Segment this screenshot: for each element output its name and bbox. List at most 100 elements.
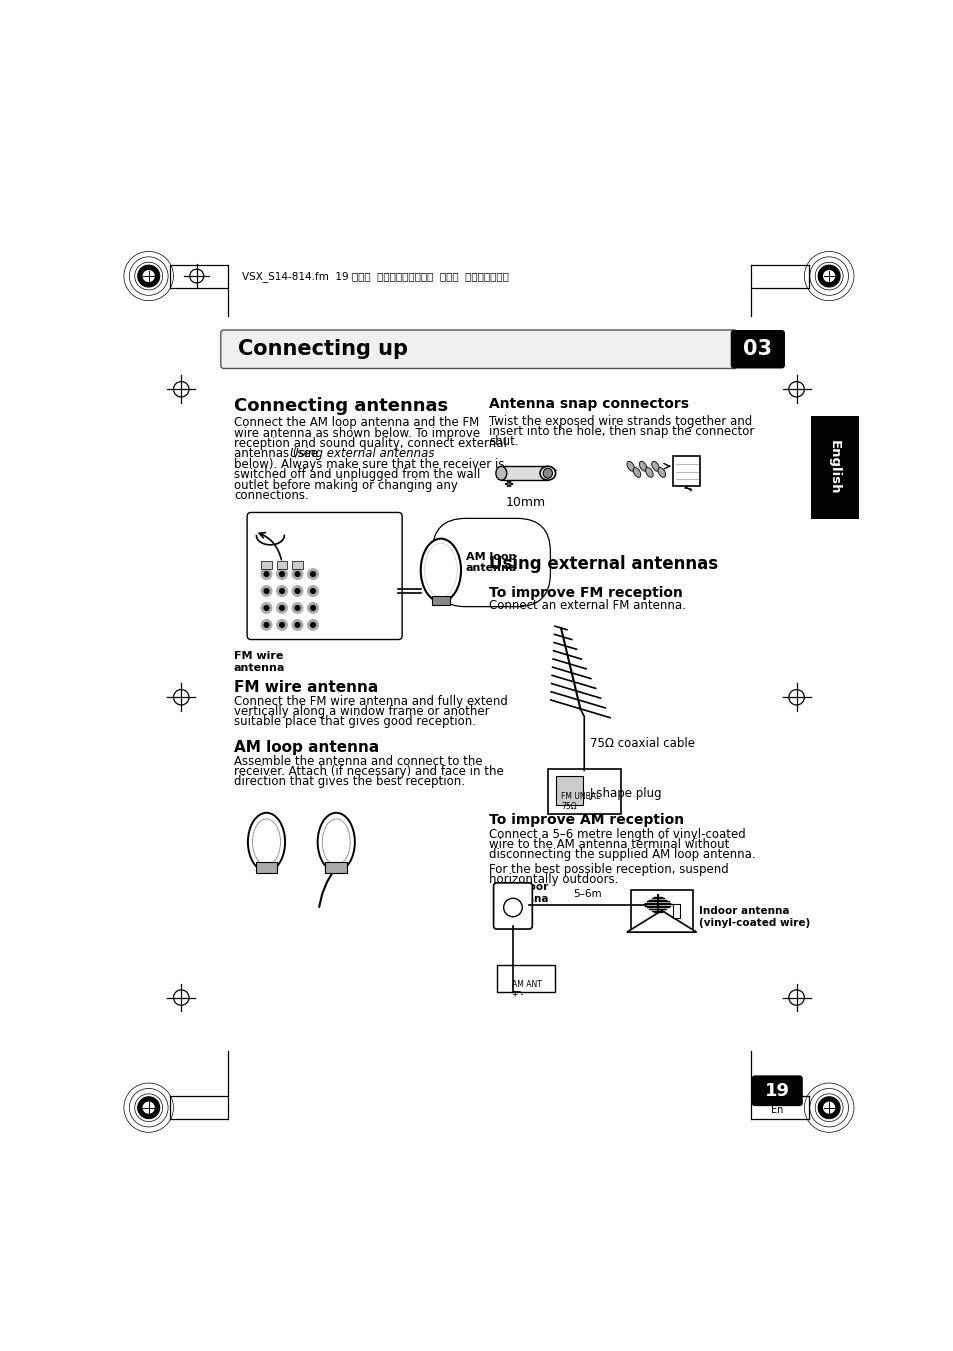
- Circle shape: [311, 623, 315, 627]
- Circle shape: [279, 589, 284, 593]
- Circle shape: [137, 265, 159, 286]
- Text: FM wire
antenna: FM wire antenna: [233, 651, 285, 673]
- Circle shape: [264, 571, 269, 577]
- Text: Connecting up: Connecting up: [237, 339, 407, 359]
- FancyBboxPatch shape: [547, 769, 620, 815]
- Circle shape: [292, 585, 303, 596]
- Circle shape: [264, 589, 269, 593]
- Text: suitable place that gives good reception.: suitable place that gives good reception…: [233, 715, 476, 728]
- Ellipse shape: [542, 469, 552, 478]
- Circle shape: [307, 603, 318, 613]
- Text: 75Ω coaxial cable: 75Ω coaxial cable: [589, 736, 694, 750]
- Ellipse shape: [424, 543, 456, 597]
- Bar: [673, 904, 679, 919]
- Text: AM loop antenna: AM loop antenna: [233, 739, 378, 755]
- Circle shape: [294, 589, 299, 593]
- Ellipse shape: [322, 819, 350, 865]
- FancyBboxPatch shape: [751, 1075, 802, 1106]
- Text: Connect the AM loop antenna and the FM: Connect the AM loop antenna and the FM: [233, 416, 478, 430]
- Circle shape: [292, 569, 303, 580]
- Text: J-shape plug: J-shape plug: [589, 788, 661, 800]
- Text: 03: 03: [742, 339, 772, 359]
- Text: wire to the AM antenna terminal without: wire to the AM antenna terminal without: [488, 838, 728, 851]
- Text: Indoor antenna
(vinyl-coated wire): Indoor antenna (vinyl-coated wire): [699, 907, 809, 928]
- Circle shape: [307, 585, 318, 596]
- Circle shape: [279, 605, 284, 611]
- Bar: [630, 890, 692, 932]
- Circle shape: [311, 589, 315, 593]
- Ellipse shape: [253, 819, 280, 865]
- Text: Assemble the antenna and connect to the: Assemble the antenna and connect to the: [233, 755, 482, 767]
- Bar: [325, 862, 347, 873]
- Circle shape: [503, 898, 521, 917]
- Circle shape: [294, 605, 299, 611]
- Text: 19: 19: [764, 1082, 789, 1100]
- Circle shape: [264, 623, 269, 627]
- Text: disconnecting the supplied AM loop antenna.: disconnecting the supplied AM loop anten…: [488, 848, 755, 861]
- Circle shape: [276, 620, 287, 631]
- Text: Twist the exposed wire strands together and: Twist the exposed wire strands together …: [488, 415, 751, 428]
- Circle shape: [143, 1102, 154, 1113]
- Text: FM wire antenna: FM wire antenna: [233, 680, 377, 694]
- Circle shape: [143, 270, 154, 281]
- Text: To improve FM reception: To improve FM reception: [488, 585, 682, 600]
- Circle shape: [307, 569, 318, 580]
- Circle shape: [279, 623, 284, 627]
- FancyBboxPatch shape: [730, 330, 784, 369]
- Text: antennas (see: antennas (see: [233, 447, 321, 461]
- FancyBboxPatch shape: [247, 512, 402, 639]
- Text: For the best possible reception, suspend: For the best possible reception, suspend: [488, 863, 728, 875]
- Bar: [255, 862, 277, 873]
- Text: To improve AM reception: To improve AM reception: [488, 813, 683, 827]
- Bar: [555, 775, 582, 805]
- FancyBboxPatch shape: [220, 330, 736, 369]
- Circle shape: [822, 270, 834, 281]
- Ellipse shape: [317, 813, 355, 871]
- Text: direction that gives the best reception.: direction that gives the best reception.: [233, 775, 464, 788]
- Text: shut.: shut.: [488, 435, 518, 447]
- Circle shape: [818, 265, 840, 286]
- Bar: [810, 416, 858, 519]
- Ellipse shape: [633, 467, 640, 477]
- Text: reception and sound quality, connect external: reception and sound quality, connect ext…: [233, 436, 506, 450]
- Text: connections.: connections.: [233, 489, 309, 503]
- Bar: [292, 561, 303, 569]
- Ellipse shape: [639, 461, 646, 471]
- Circle shape: [264, 605, 269, 611]
- Circle shape: [818, 1097, 840, 1119]
- Circle shape: [294, 571, 299, 577]
- Text: VSX_S14-814.fm  19 ページ  ２００４年３月２日  火曜日  午後８時３５分: VSX_S14-814.fm 19 ページ ２００４年３月２日 火曜日 午後８時…: [241, 270, 508, 281]
- Text: 5–6m: 5–6m: [573, 889, 601, 898]
- Ellipse shape: [248, 813, 285, 871]
- Text: wire antenna as shown below. To improve: wire antenna as shown below. To improve: [233, 427, 479, 439]
- Bar: [261, 561, 272, 569]
- Circle shape: [311, 605, 315, 611]
- Circle shape: [276, 603, 287, 613]
- Text: FM UNBAL
75Ω: FM UNBAL 75Ω: [560, 792, 599, 812]
- Ellipse shape: [626, 461, 634, 471]
- Text: Connect the FM wire antenna and fully extend: Connect the FM wire antenna and fully ex…: [233, 694, 507, 708]
- Text: Using external antennas: Using external antennas: [488, 555, 718, 573]
- Circle shape: [294, 623, 299, 627]
- Ellipse shape: [651, 461, 659, 471]
- Bar: [673, 457, 700, 485]
- Ellipse shape: [539, 466, 555, 480]
- Text: Connect a 5–6 metre length of vinyl-coated: Connect a 5–6 metre length of vinyl-coat…: [488, 828, 745, 842]
- Circle shape: [261, 569, 272, 580]
- Bar: [497, 965, 555, 992]
- Ellipse shape: [658, 467, 665, 477]
- Text: English: English: [827, 440, 841, 494]
- Text: outlet before making or changing any: outlet before making or changing any: [233, 478, 457, 492]
- Circle shape: [137, 1097, 159, 1119]
- Text: Outdoor
antenna: Outdoor antenna: [500, 882, 549, 904]
- Circle shape: [292, 620, 303, 631]
- Text: AM ANT
+ -: AM ANT + -: [512, 979, 541, 1000]
- Circle shape: [307, 620, 318, 631]
- Circle shape: [276, 569, 287, 580]
- Text: 10mm: 10mm: [505, 496, 545, 508]
- Circle shape: [261, 585, 272, 596]
- FancyBboxPatch shape: [493, 882, 532, 929]
- Polygon shape: [626, 911, 696, 932]
- Text: Antenna snap connectors: Antenna snap connectors: [488, 397, 688, 411]
- Circle shape: [292, 603, 303, 613]
